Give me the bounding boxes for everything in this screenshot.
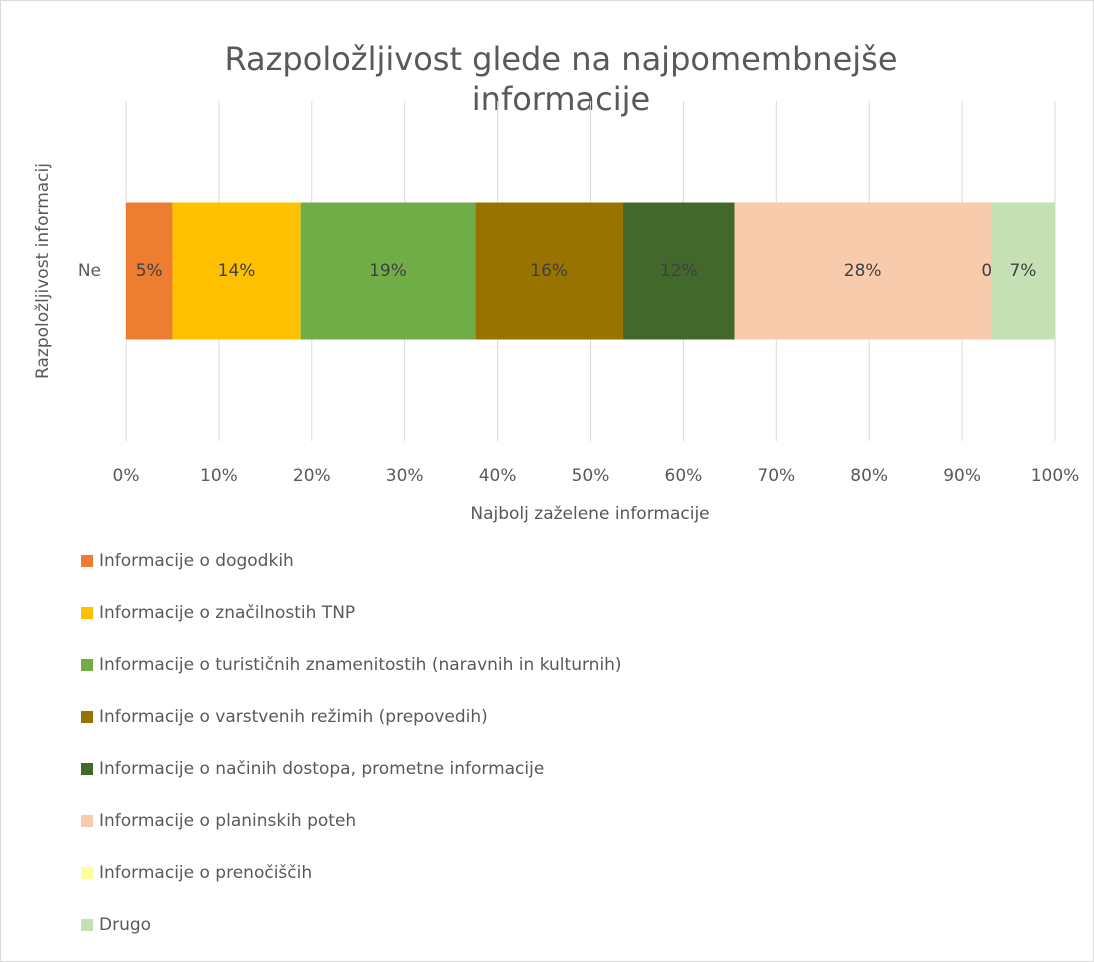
- x-tick-label: 30%: [386, 466, 424, 486]
- legend-swatch: [81, 659, 93, 671]
- bar-segment: [300, 202, 476, 340]
- x-axis-title: Najbolj zaželene informacije: [470, 504, 709, 524]
- legend-label: Informacije o planinskih poteh: [99, 811, 357, 831]
- legend-label: Informacije o turističnih znamenitostih …: [99, 655, 622, 675]
- legend-item: Informacije o varstvenih režimih (prepov…: [81, 705, 641, 757]
- legend-swatch: [81, 555, 93, 567]
- legend-label: Informacije o načinih dostopa, prometne …: [99, 759, 545, 779]
- x-tick-label: 80%: [850, 466, 888, 486]
- legend: Informacije o dogodkih Informacije o znač…: [81, 549, 641, 961]
- x-tick-label: 10%: [200, 466, 238, 486]
- x-tick-label: 0%: [113, 466, 140, 486]
- legend-label: Informacije o dogodkih: [99, 551, 294, 571]
- legend-item: Drugo: [81, 913, 641, 961]
- legend-item: Informacije o planinskih poteh: [81, 809, 641, 861]
- data-label: 7%: [1009, 261, 1036, 281]
- x-tick-label: 20%: [293, 466, 331, 486]
- legend-item: Informacije o turističnih znamenitostih …: [81, 653, 641, 705]
- x-tick-label: 90%: [943, 466, 981, 486]
- y-tick-label: Ne: [78, 261, 101, 281]
- legend-item: Informacije o prenočiščih: [81, 861, 641, 913]
- legend-swatch: [81, 867, 93, 879]
- data-label: 16%: [530, 261, 568, 281]
- bar-segment: [734, 202, 991, 340]
- x-tick-label: 50%: [572, 466, 610, 486]
- x-tick-label: 70%: [757, 466, 795, 486]
- legend-item: Informacije o dogodkih: [81, 549, 641, 601]
- data-label: 28%: [844, 261, 882, 281]
- data-label: 12%: [660, 261, 698, 281]
- legend-item: Informacije o načinih dostopa, prometne …: [81, 757, 641, 809]
- chart: Razpoložljivost glede na najpomembnejše i…: [33, 40, 1080, 524]
- bar-segment: [623, 202, 735, 340]
- data-label: 14%: [218, 261, 256, 281]
- legend-label: Informacije o varstvenih režimih (prepov…: [99, 707, 488, 727]
- data-label: 19%: [369, 261, 407, 281]
- bar-segment: [475, 202, 624, 340]
- legend-swatch: [81, 763, 93, 775]
- legend-label: Drugo: [99, 915, 152, 935]
- chart-title: Razpoložljivost glede na najpomembnejše i…: [224, 40, 897, 118]
- bar-segment: [990, 202, 1055, 340]
- legend-item: Informacije o značilnostih TNP: [81, 601, 641, 653]
- legend-swatch: [81, 815, 93, 827]
- x-tick-label: 40%: [479, 466, 517, 486]
- y-axis-title: Razpoložljivost informacij: [33, 163, 53, 379]
- legend-swatch: [81, 607, 93, 619]
- bar-segment: [172, 202, 301, 340]
- data-label: 5%: [136, 261, 163, 281]
- legend-label: Informacije o značilnostih TNP: [99, 603, 356, 623]
- x-tick-label: 60%: [665, 466, 703, 486]
- legend-swatch: [81, 711, 93, 723]
- legend-swatch: [81, 919, 93, 931]
- bar-segment: [126, 202, 173, 340]
- legend-label: Informacije o prenočiščih: [99, 863, 313, 883]
- x-tick-label: 100%: [1031, 466, 1080, 486]
